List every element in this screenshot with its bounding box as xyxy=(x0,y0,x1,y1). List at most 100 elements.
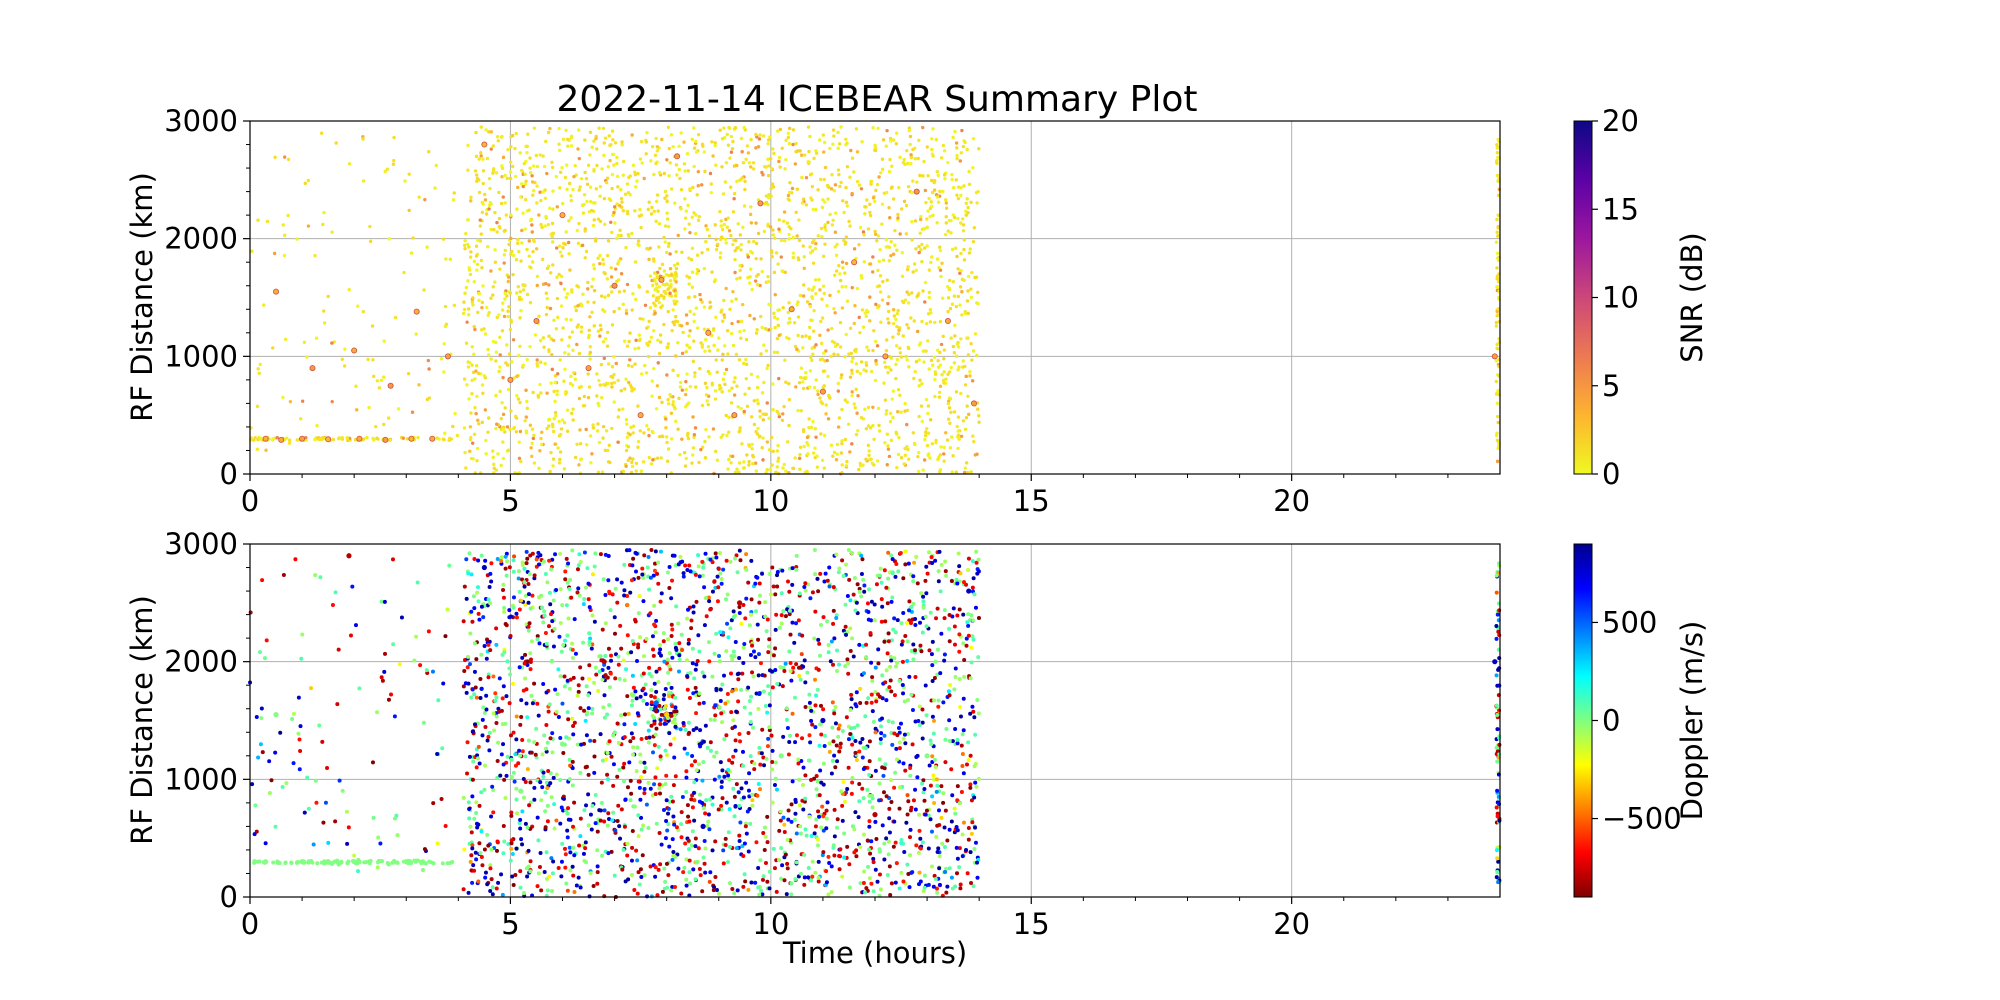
scatter-point xyxy=(968,247,972,251)
scatter-point xyxy=(849,791,854,796)
scatter-point xyxy=(486,244,490,249)
scatter-point xyxy=(671,308,675,312)
scatter-point xyxy=(487,130,491,134)
scatter-point xyxy=(777,155,782,160)
scatter-point xyxy=(902,199,907,204)
scatter-point xyxy=(694,139,698,144)
scatter-point xyxy=(713,389,718,393)
scatter-point xyxy=(894,746,899,751)
scatter-point xyxy=(764,349,769,353)
scatter-point xyxy=(830,339,835,344)
scatter-point xyxy=(890,720,895,725)
scatter-point xyxy=(691,691,696,696)
scatter-point xyxy=(844,562,849,567)
scatter-point xyxy=(633,260,638,264)
scatter-point xyxy=(747,623,752,628)
scatter-point xyxy=(573,651,578,656)
scatter-point xyxy=(717,383,722,388)
scatter-point xyxy=(611,138,615,142)
scatter-point xyxy=(818,288,822,292)
scatter-point xyxy=(565,187,569,191)
scatter-point xyxy=(747,698,752,703)
scatter-point xyxy=(794,831,799,836)
scatter-point xyxy=(949,578,954,583)
scatter-point xyxy=(925,426,929,431)
scatter-point xyxy=(669,622,674,627)
scatter-point xyxy=(969,200,973,205)
scatter-point xyxy=(918,643,923,648)
scatter-point xyxy=(577,221,581,226)
scatter-point xyxy=(1494,160,1499,164)
scatter-point xyxy=(692,319,696,324)
scatter-point xyxy=(969,342,973,346)
scatter-point xyxy=(569,198,573,203)
scatter-point xyxy=(724,800,729,805)
scatter-point xyxy=(1496,388,1500,393)
scatter-point xyxy=(947,406,952,410)
scatter-point xyxy=(564,163,569,167)
scatter-point xyxy=(907,599,912,604)
scatter-point xyxy=(259,436,263,440)
scatter-point xyxy=(900,639,905,644)
scatter-point xyxy=(406,371,411,376)
scatter-point xyxy=(480,300,485,305)
scatter-point xyxy=(670,857,675,862)
scatter-point xyxy=(953,727,958,732)
scatter-point xyxy=(938,453,942,457)
scatter-point xyxy=(821,615,826,620)
scatter-point xyxy=(533,318,540,325)
scatter-point xyxy=(972,795,977,800)
scatter-point xyxy=(721,567,726,572)
colorbar-tick-label: 15 xyxy=(1602,192,1639,226)
scatter-point xyxy=(681,330,685,335)
scatter-point xyxy=(539,436,543,441)
scatter-point xyxy=(488,186,492,191)
scatter-point xyxy=(633,722,638,727)
scatter-point xyxy=(530,174,534,178)
scatter-point xyxy=(793,799,798,804)
scatter-point xyxy=(728,156,732,160)
scatter-point xyxy=(495,556,500,561)
scatter-point xyxy=(959,151,964,155)
scatter-point xyxy=(837,416,842,420)
scatter-point xyxy=(810,240,815,245)
scatter-point xyxy=(787,589,792,594)
scatter-point xyxy=(965,336,969,340)
scatter-point xyxy=(464,690,469,695)
scatter-point xyxy=(910,870,915,875)
scatter-point xyxy=(845,165,850,169)
scatter-point xyxy=(718,687,723,692)
scatter-point xyxy=(854,600,859,605)
scatter-point xyxy=(690,805,695,810)
scatter-point xyxy=(664,818,669,823)
scatter-point xyxy=(878,274,883,278)
scatter-point xyxy=(600,167,604,171)
scatter-point xyxy=(809,878,814,883)
scatter-point xyxy=(652,782,657,787)
scatter-point xyxy=(464,557,469,562)
scatter-point xyxy=(798,677,803,682)
scatter-point xyxy=(271,346,275,350)
scatter-point xyxy=(835,442,840,447)
scatter-point xyxy=(673,201,677,205)
scatter-point xyxy=(509,134,513,139)
scatter-point xyxy=(749,221,754,225)
scatter-point xyxy=(750,803,755,808)
scatter-point xyxy=(763,825,768,830)
scatter-point xyxy=(504,773,509,778)
scatter-point xyxy=(539,888,544,893)
scatter-point xyxy=(519,259,523,263)
scatter-point xyxy=(787,225,791,229)
scatter-point xyxy=(975,697,980,702)
scatter-point xyxy=(526,592,531,597)
scatter-point xyxy=(658,549,663,554)
scatter-point xyxy=(654,219,658,224)
scatter-point xyxy=(873,199,877,204)
scatter-point xyxy=(621,469,626,474)
scatter-point xyxy=(781,466,785,470)
scatter-point xyxy=(616,233,620,238)
scatter-point xyxy=(679,131,683,135)
scatter-point xyxy=(509,320,513,324)
scatter-point xyxy=(896,216,900,220)
scatter-point xyxy=(558,457,562,462)
